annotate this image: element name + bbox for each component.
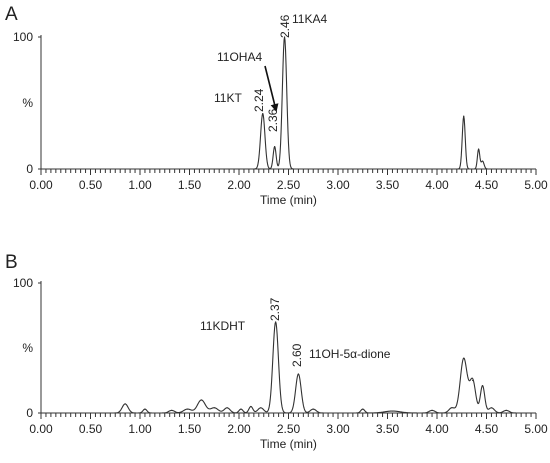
peak-apex — [490, 407, 493, 409]
peak-compound-label: 11KT — [214, 91, 242, 105]
y-axis-label: % — [22, 96, 33, 110]
peak-apex — [362, 408, 364, 410]
peak-apex — [200, 399, 202, 401]
x-tick-label: 2.00 — [227, 422, 251, 436]
peak-apex — [463, 357, 465, 359]
y-tick-label: 100 — [13, 30, 33, 44]
x-tick-label: 0.50 — [79, 178, 103, 192]
x-tick-label: 0.00 — [29, 422, 53, 436]
x-tick-label: 5.00 — [524, 178, 548, 192]
x-axis-title: Time (min) — [260, 437, 317, 451]
y-tick-label: 0 — [26, 406, 33, 420]
peak-apex — [451, 407, 453, 409]
panel-letter: B — [5, 252, 18, 273]
peak-apex — [297, 373, 299, 375]
peak-compound-label: 11OHA4 — [217, 50, 262, 64]
x-tick-label: 3.00 — [326, 422, 350, 436]
x-tick-label: 1.00 — [128, 178, 152, 192]
x-tick-label: 3.00 — [326, 178, 350, 192]
x-tick-label: 1.50 — [178, 422, 202, 436]
peak-apex — [260, 407, 262, 409]
peak-apex — [431, 409, 433, 411]
x-tick-label: 3.50 — [376, 178, 400, 192]
x-tick-label: 1.00 — [128, 422, 152, 436]
x-tick-label: 4.00 — [425, 422, 449, 436]
x-tick-label: 0.50 — [79, 422, 103, 436]
x-tick-label: 4.50 — [475, 422, 499, 436]
peak-apex — [226, 407, 228, 409]
chromatogram-trace — [40, 321, 537, 414]
peak-apex — [312, 408, 314, 410]
peak-apex — [391, 410, 394, 412]
panel-letter: A — [5, 4, 18, 25]
peak-retention-time-label: 2.60 — [290, 343, 304, 367]
x-tick-label: 2.50 — [277, 178, 301, 192]
peak-apex — [262, 112, 264, 115]
y-tick-label: 0 — [26, 162, 33, 176]
x-tick-label: 2.50 — [277, 422, 301, 436]
peak-apex — [240, 408, 242, 410]
peak-compound-label: 11OH-5α-dione — [309, 347, 391, 361]
x-tick-label: 4.50 — [475, 178, 499, 192]
x-tick-label: 3.50 — [376, 422, 400, 436]
peak-apex — [481, 160, 484, 162]
peak-apex — [463, 115, 465, 117]
chart-panel-a: A 0% 100 0.00 0.50 1.00 1.50 2.00 2.50 3.00 3.50 4.… — [5, 4, 548, 207]
peak-compound-label: 11KA4 — [292, 12, 327, 26]
peak-apex — [213, 407, 215, 409]
peak-apex — [144, 408, 146, 410]
peak-apex — [186, 408, 189, 410]
chart-panel-b: B 0% 100 0.00 0.50 1.00 1.50 2.00 2.50 3.00 3.50 4.… — [5, 252, 548, 451]
peak-retention-time-label: 2.37 — [268, 297, 282, 321]
peak-apex — [124, 403, 126, 405]
peak-retention-time-label: 2.46 — [278, 14, 292, 38]
x-tick-label: 0.00 — [29, 178, 53, 192]
peak-apex — [171, 409, 173, 411]
peak-apex — [477, 148, 480, 150]
peak-apex — [481, 385, 484, 387]
x-tick-label: 2.00 — [227, 178, 251, 192]
x-tick-label: 1.50 — [178, 178, 202, 192]
annotation-arrow — [264, 65, 279, 112]
x-tick-label: 4.00 — [425, 178, 449, 192]
y-axis-label: % — [22, 341, 33, 355]
peak-compound-label: 11KDHT — [200, 319, 246, 333]
peak-apex — [472, 379, 474, 382]
peak-apex — [250, 405, 252, 408]
peak-apex — [274, 145, 276, 148]
peak-retention-time-label: 2.36 — [266, 108, 280, 132]
x-tick-label: 5.00 — [524, 422, 548, 436]
y-tick-label: 100 — [13, 276, 33, 290]
peak-apex — [283, 36, 286, 38]
peak-apex — [275, 321, 277, 323]
peak-apex — [505, 409, 507, 411]
chromatogram-trace — [40, 36, 537, 170]
peak-retention-time-label: 2.24 — [252, 88, 266, 112]
x-axis-title: Time (min) — [260, 193, 317, 207]
